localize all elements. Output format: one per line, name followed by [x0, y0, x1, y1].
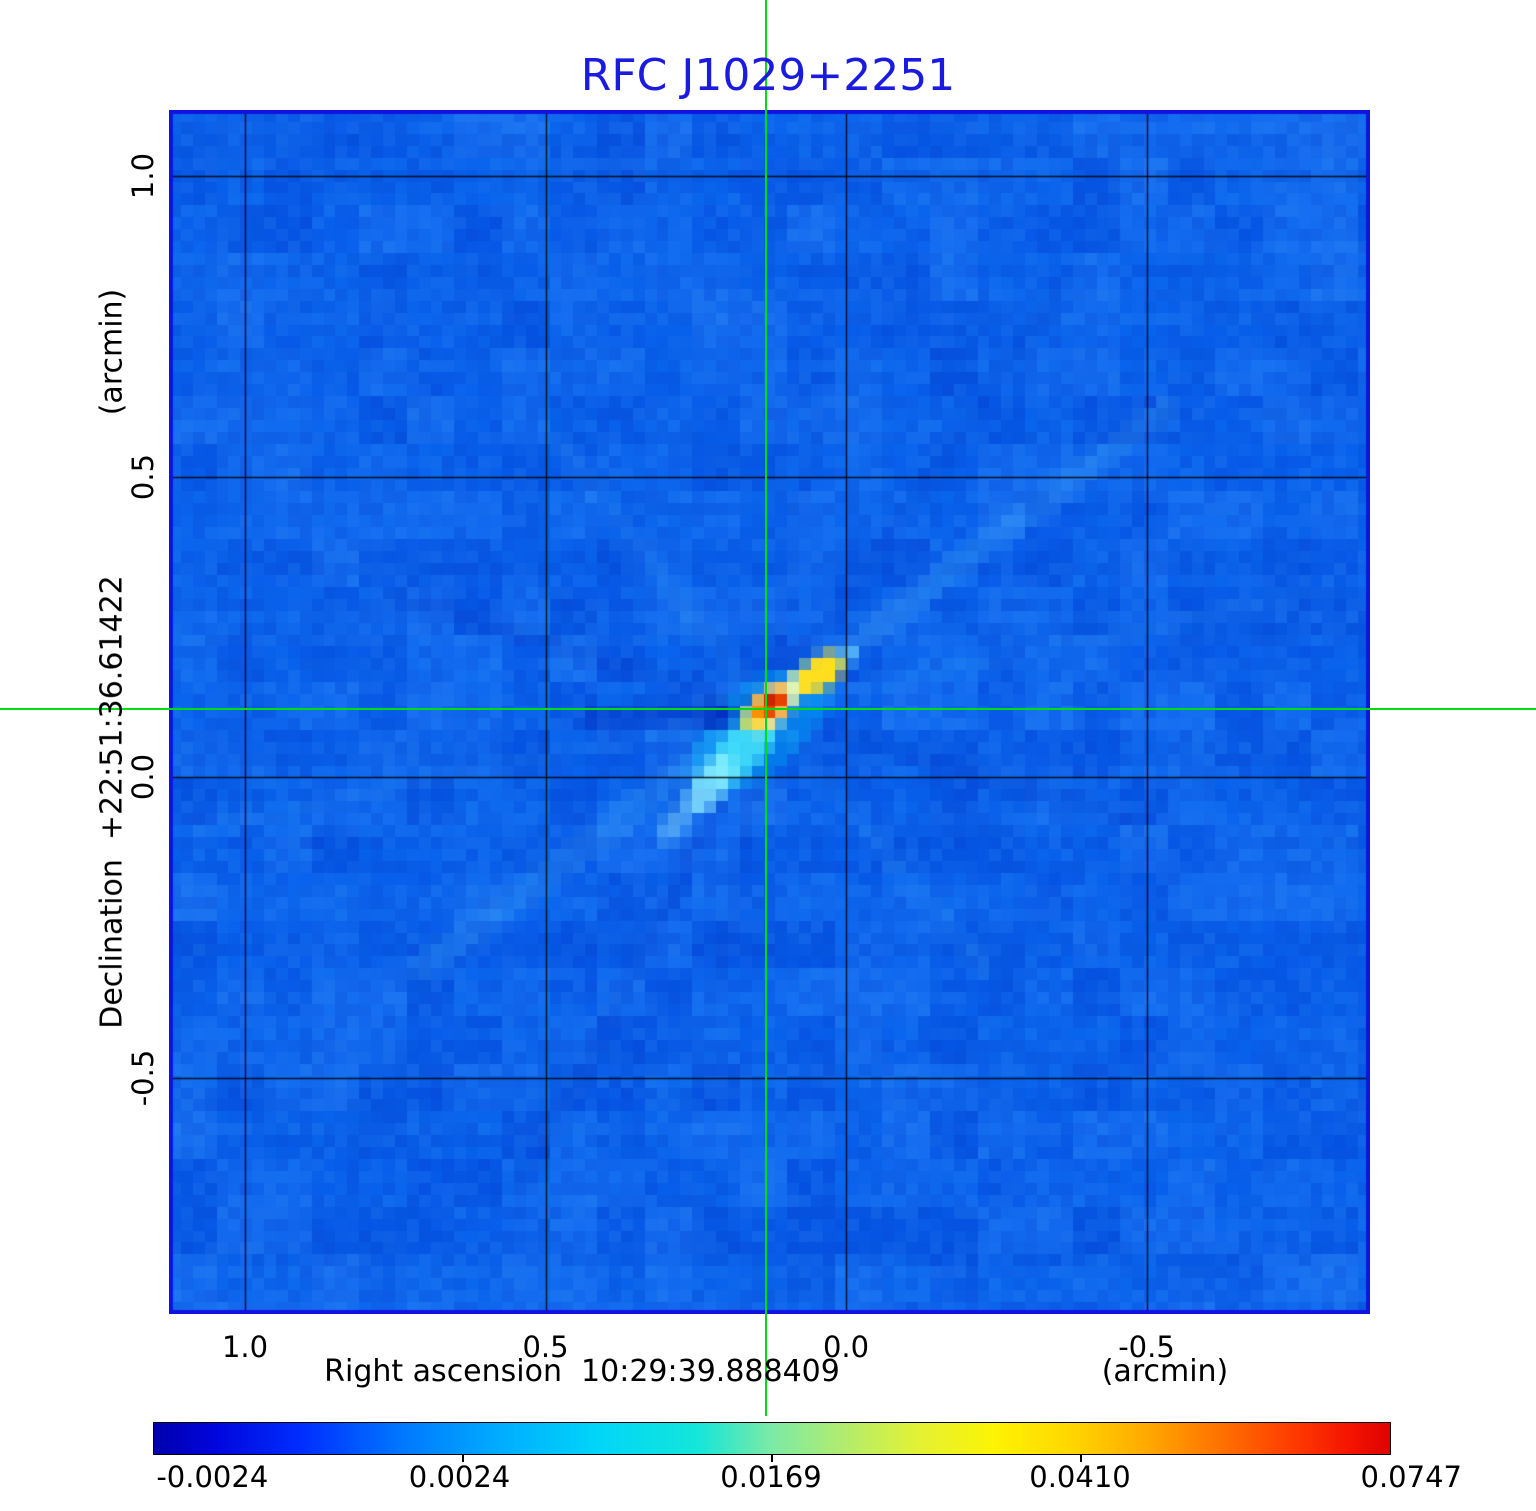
colorbar-tick-label: 0.0410 — [1029, 1460, 1131, 1494]
y-axis-tick-label: 1.0 — [126, 152, 160, 200]
colorbar-gradient — [153, 1422, 1391, 1455]
colorbar-tick-label: 0.0024 — [408, 1460, 511, 1494]
y-axis-unit-label: (arcmin) — [94, 288, 130, 416]
figure-title: RFC J1029+2251 — [580, 50, 956, 101]
x-axis-tick-label: 1.0 — [221, 1330, 269, 1364]
colorbar-tick-label: -0.0024 — [156, 1460, 269, 1494]
x-axis-unit-label: (arcmin) — [1101, 1354, 1229, 1389]
x-axis-tick-label: 0.0 — [822, 1330, 870, 1364]
y-axis-tick-label: 0.0 — [126, 753, 160, 801]
colorbar-tick — [771, 1454, 773, 1462]
x-axis-label: Right ascension 10:29:39.888409 — [324, 1354, 840, 1389]
y-axis-tick-label: -0.5 — [126, 1049, 160, 1106]
sky-map-canvas — [169, 110, 1370, 1314]
crosshair-horizontal-line — [0, 708, 1536, 710]
colorbar-tick-label: 0.0747 — [1360, 1460, 1462, 1494]
y-axis-tick-label: 0.5 — [126, 453, 160, 500]
y-axis-label: Declination +22:51:36.61422 — [94, 575, 130, 1029]
colorbar-tick — [1080, 1454, 1082, 1462]
x-axis-tick-label: -0.5 — [1118, 1330, 1175, 1364]
x-axis-tick-label: 0.5 — [522, 1330, 569, 1364]
colorbar-tick — [462, 1454, 464, 1462]
colorbar-tick-label: 0.0169 — [720, 1460, 822, 1494]
